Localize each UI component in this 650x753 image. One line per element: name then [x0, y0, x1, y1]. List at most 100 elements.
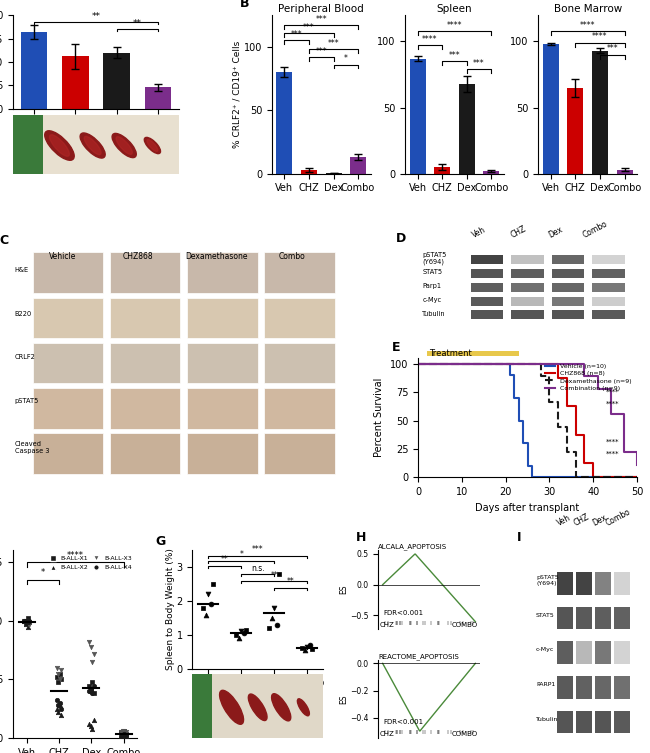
- Point: [19, 614, 29, 626]
- Bar: [558, 572, 573, 595]
- Point: [236, 626, 246, 638]
- Point: [84, 681, 94, 693]
- Text: B: B: [240, 0, 250, 10]
- Text: ***: ***: [606, 44, 618, 53]
- Text: *: *: [239, 550, 243, 559]
- Point: [87, 723, 98, 735]
- Text: ALCALA_APOPTOSIS: ALCALA_APOPTOSIS: [378, 544, 447, 550]
- Bar: [592, 283, 625, 292]
- Text: Dexamethasone: Dexamethasone: [185, 252, 248, 261]
- Bar: [471, 283, 504, 292]
- Text: ****: ****: [67, 551, 84, 560]
- Point: [21, 614, 31, 626]
- Bar: [301, 170, 317, 174]
- Text: FDR<0.001: FDR<0.001: [383, 609, 423, 615]
- Point: [88, 687, 99, 700]
- Bar: [13, 115, 43, 174]
- Point: [116, 726, 126, 738]
- Text: CHZ: CHZ: [573, 513, 592, 528]
- Point: [274, 568, 285, 580]
- Text: ****: ****: [606, 450, 619, 456]
- Text: D: D: [396, 232, 406, 245]
- Bar: [110, 297, 181, 338]
- Point: [231, 629, 241, 641]
- Text: COMBO: COMBO: [452, 731, 478, 737]
- Bar: [471, 310, 504, 319]
- Bar: [617, 169, 632, 174]
- Text: STAT5: STAT5: [536, 613, 555, 617]
- Text: Combo: Combo: [582, 219, 609, 239]
- Text: STAT5: STAT5: [422, 270, 443, 276]
- Point: [300, 644, 310, 656]
- Bar: [577, 642, 592, 664]
- Bar: [543, 44, 559, 174]
- X-axis label: Days after transplant: Days after transplant: [475, 503, 580, 513]
- Bar: [187, 388, 257, 428]
- Point: [57, 664, 67, 676]
- Point: [51, 694, 62, 706]
- Point: [233, 633, 244, 645]
- Text: ****: ****: [606, 401, 619, 407]
- Bar: [265, 343, 335, 383]
- Title: Peripheral Blood: Peripheral Blood: [278, 5, 364, 14]
- Bar: [592, 297, 625, 306]
- Bar: [110, 434, 181, 474]
- Text: ***: ***: [473, 59, 485, 68]
- Text: pSTAT5
(Y694): pSTAT5 (Y694): [422, 252, 447, 265]
- Point: [87, 675, 98, 687]
- Bar: [265, 297, 335, 338]
- Bar: [552, 283, 584, 292]
- Text: Parp1: Parp1: [422, 283, 441, 289]
- Text: *: *: [41, 569, 45, 578]
- Text: *: *: [344, 54, 348, 63]
- Bar: [410, 59, 426, 174]
- Bar: [103, 53, 130, 109]
- Point: [118, 728, 128, 740]
- Text: Combo: Combo: [279, 252, 306, 261]
- Text: n.s.: n.s.: [251, 564, 265, 573]
- Text: pSTAT5: pSTAT5: [15, 398, 39, 404]
- Bar: [32, 252, 103, 293]
- Bar: [459, 84, 474, 174]
- Text: ****: ****: [580, 20, 595, 29]
- Text: Dex: Dex: [547, 224, 565, 239]
- Bar: [511, 255, 544, 264]
- Point: [208, 578, 218, 590]
- Bar: [511, 297, 544, 306]
- Point: [55, 673, 65, 685]
- Text: Cleaved
Caspase 3: Cleaved Caspase 3: [15, 441, 49, 454]
- Text: ****: ****: [592, 32, 608, 41]
- Bar: [471, 255, 504, 264]
- Point: [119, 728, 129, 740]
- Bar: [577, 711, 592, 733]
- Point: [297, 642, 307, 654]
- Text: **: **: [287, 578, 294, 587]
- Bar: [595, 642, 611, 664]
- Point: [22, 616, 32, 628]
- Y-axis label: Spleen to Body Weight (%): Spleen to Body Weight (%): [166, 549, 175, 670]
- Point: [21, 618, 31, 630]
- Bar: [427, 351, 519, 355]
- Bar: [511, 310, 544, 319]
- Bar: [577, 676, 592, 699]
- Point: [53, 667, 64, 679]
- Bar: [110, 252, 181, 293]
- Text: ****: ****: [422, 35, 437, 44]
- Bar: [592, 310, 625, 319]
- Point: [51, 662, 62, 674]
- Point: [241, 623, 252, 636]
- Text: ****: ****: [606, 439, 619, 444]
- Point: [24, 614, 34, 626]
- Bar: [614, 676, 630, 699]
- Bar: [32, 388, 103, 428]
- Bar: [350, 157, 366, 174]
- Point: [53, 699, 64, 711]
- Point: [88, 715, 99, 727]
- Point: [21, 617, 31, 630]
- Point: [24, 614, 34, 626]
- Text: c-Myc: c-Myc: [422, 297, 441, 303]
- Text: Veh: Veh: [555, 514, 572, 528]
- Bar: [144, 87, 172, 109]
- Text: B220: B220: [15, 311, 32, 316]
- Point: [57, 673, 67, 685]
